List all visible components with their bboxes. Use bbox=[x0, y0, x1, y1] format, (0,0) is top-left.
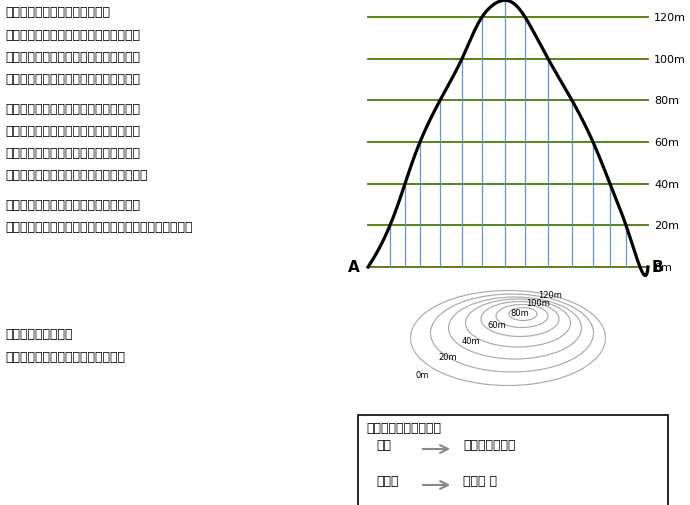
Text: （２）　ア－ビ線と等高線の交わる点か: （２） ア－ビ線と等高線の交わる点か bbox=[5, 103, 140, 116]
Text: （１）　断面図をかく目安とするため、: （１） 断面図をかく目安とするため、 bbox=[5, 29, 140, 42]
Text: A: A bbox=[348, 260, 360, 275]
Text: 120m: 120m bbox=[654, 13, 686, 23]
Text: 80m: 80m bbox=[510, 308, 529, 317]
FancyArrowPatch shape bbox=[423, 445, 448, 453]
Text: 等高線の間隔が・・・: 等高線の間隔が・・・ bbox=[366, 421, 441, 434]
Text: 80m: 80m bbox=[654, 96, 679, 106]
Text: 傾斜はゆるやか: 傾斜はゆるやか bbox=[463, 439, 515, 451]
Bar bbox=[358, 415, 668, 505]
Text: 60m: 60m bbox=[487, 321, 506, 330]
Text: 線を引きます。（図中の青い線）: 線を引きます。（図中の青い線） bbox=[5, 169, 148, 182]
Text: B: B bbox=[652, 260, 664, 275]
Text: ら（１）で用意した線に向かっ: ら（１）で用意した線に向かっ bbox=[5, 125, 140, 138]
Text: てア－ビ線に垂直になるように: てア－ビ線に垂直になるように bbox=[5, 147, 140, 160]
Text: （３）　（１）の平行線と（２）の線が: （３） （１）の平行線と（２）の線が bbox=[5, 198, 140, 212]
Text: 作図のポイントを整理します。: 作図のポイントを整理します。 bbox=[5, 6, 110, 19]
Text: 等間隔の直線を平行に引いてお: 等間隔の直線を平行に引いてお bbox=[5, 51, 140, 64]
FancyArrowPatch shape bbox=[423, 481, 448, 489]
Text: 20m: 20m bbox=[438, 353, 457, 362]
Text: 100m: 100m bbox=[654, 55, 686, 65]
Text: 交わる点をなだらかな線でつないでいきます。: 交わる点をなだらかな線でつないでいきます。 bbox=[5, 221, 193, 233]
Text: 0m: 0m bbox=[415, 371, 428, 380]
Text: 20m: 20m bbox=[654, 221, 679, 231]
Text: 120m: 120m bbox=[538, 290, 562, 299]
Text: 40m: 40m bbox=[462, 336, 481, 345]
Text: 0m: 0m bbox=[654, 263, 672, 273]
Text: 等高線の間隔と土地の傾斜に注目！: 等高線の間隔と土地の傾斜に注目！ bbox=[5, 350, 125, 363]
Text: 断面図がかけたら、: 断面図がかけたら、 bbox=[5, 327, 72, 340]
Text: せまい: せまい bbox=[376, 475, 399, 487]
Text: 100m: 100m bbox=[526, 298, 550, 307]
Text: 広い: 広い bbox=[376, 439, 391, 451]
Text: 40m: 40m bbox=[654, 179, 679, 189]
Text: きます。（図の上側の平行線）: きます。（図の上側の平行線） bbox=[5, 73, 140, 86]
Text: 60m: 60m bbox=[654, 138, 679, 147]
Text: 傾斜は 急: 傾斜は 急 bbox=[463, 475, 497, 487]
